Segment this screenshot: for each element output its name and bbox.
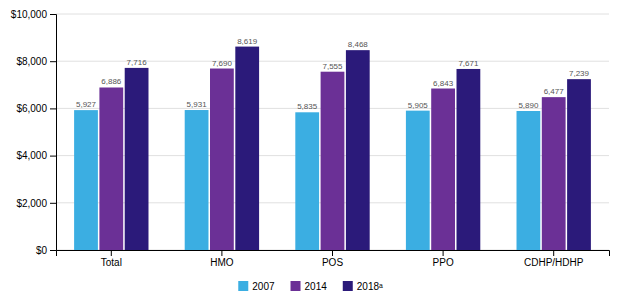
bars <box>74 47 591 250</box>
x-tick-mark <box>443 250 444 256</box>
bar <box>431 89 455 250</box>
y-tick-mark <box>50 250 56 251</box>
x-tick-label: POS <box>322 257 343 268</box>
data-label: 5,890 <box>518 101 539 110</box>
y-tick-mark <box>50 156 56 157</box>
data-label: 7,239 <box>569 69 590 78</box>
bar <box>517 111 541 250</box>
legend-label: 2014 <box>305 281 328 292</box>
y-tick-mark <box>50 203 56 204</box>
legend-label: 2018ᵃ <box>357 281 383 292</box>
data-label: 7,671 <box>458 59 479 68</box>
y-tick-label: $0 <box>36 245 48 256</box>
y-tick-mark <box>50 14 56 15</box>
x-tick: PPO <box>433 250 454 268</box>
bar <box>125 68 149 250</box>
bar-series <box>99 69 565 250</box>
legend-swatch <box>238 281 248 291</box>
x-tick: CDHP/HDHP <box>524 250 584 268</box>
x-axis-line <box>57 251 610 257</box>
y-axis: $0 $2,000 $4,000 $6,000 $8,000 $10,000 <box>11 9 57 256</box>
data-label: 5,927 <box>76 100 97 109</box>
legend-swatch <box>343 281 353 291</box>
x-tick-label: Total <box>101 257 122 268</box>
bar <box>74 110 98 250</box>
bar <box>567 79 591 250</box>
bar <box>406 111 430 250</box>
bar <box>295 112 319 250</box>
y-tick: $0 <box>36 245 56 256</box>
bar <box>235 47 259 250</box>
y-tick-mark <box>50 61 56 62</box>
x-tick-label: CDHP/HDHP <box>524 257 584 268</box>
data-label: 7,555 <box>322 62 343 71</box>
legend-item: 2007 <box>238 281 275 292</box>
data-labels: 5,927 5,931 5,835 5,905 5,890 6,886 7,690 7,555… <box>76 37 590 112</box>
legend-item: 2014 <box>291 281 328 292</box>
x-axis: Total HMO POS PPO CDHP/HDHP <box>57 250 610 268</box>
chart: $0 $2,000 $4,000 $6,000 $8,000 $10,000 Total HM… <box>0 0 621 300</box>
legend-label: 2007 <box>252 281 275 292</box>
data-label: 5,835 <box>297 102 318 111</box>
legend-item: 2018ᵃ <box>343 281 383 292</box>
data-label: 5,931 <box>187 100 208 109</box>
bar <box>457 69 481 250</box>
x-tick: HMO <box>210 250 234 268</box>
data-label: 8,468 <box>348 40 369 49</box>
y-tick-label: $8,000 <box>16 56 47 67</box>
x-tick: Total <box>101 250 122 268</box>
y-tick: $10,000 <box>11 9 56 20</box>
data-label: 8,619 <box>237 37 258 46</box>
y-tick-mark <box>50 108 56 109</box>
y-tick: $8,000 <box>16 56 56 67</box>
bar <box>210 69 234 250</box>
data-label: 7,716 <box>127 58 148 67</box>
y-tick: $6,000 <box>16 103 56 114</box>
bar <box>321 72 345 250</box>
x-tick-mark <box>332 250 333 256</box>
bar <box>542 97 566 250</box>
data-label: 5,905 <box>408 101 429 110</box>
y-tick-label: $4,000 <box>16 150 47 161</box>
legend: 2007 2014 2018ᵃ <box>238 281 383 292</box>
legend-swatch <box>291 281 301 291</box>
bar-series <box>125 47 591 250</box>
data-label: 6,477 <box>544 87 565 96</box>
y-tick: $4,000 <box>16 150 56 161</box>
y-axis-line <box>50 15 57 251</box>
bar <box>185 110 209 250</box>
y-tick: $2,000 <box>16 198 56 209</box>
data-label: 6,843 <box>433 79 454 88</box>
y-tick-label: $10,000 <box>11 9 48 20</box>
grid <box>56 14 609 250</box>
x-tick: POS <box>322 250 343 268</box>
data-label: 6,886 <box>101 77 122 86</box>
x-tick-mark <box>111 250 112 256</box>
y-tick-label: $6,000 <box>16 103 47 114</box>
x-tick-mark <box>553 250 554 256</box>
plot: $0 $2,000 $4,000 $6,000 $8,000 $10,000 Total HM… <box>11 9 610 268</box>
x-tick-mark <box>221 250 222 256</box>
bar <box>346 50 370 250</box>
bar <box>99 87 123 250</box>
data-label: 7,690 <box>212 59 233 68</box>
x-tick-label: PPO <box>433 257 454 268</box>
x-tick-label: HMO <box>210 257 234 268</box>
grid-line <box>56 14 609 15</box>
y-tick-label: $2,000 <box>16 198 47 209</box>
